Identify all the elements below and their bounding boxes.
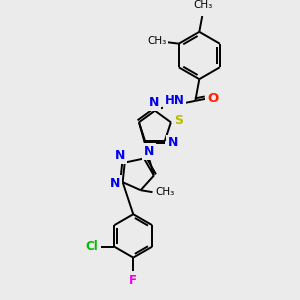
Text: Cl: Cl <box>85 240 98 253</box>
Text: N: N <box>115 149 125 162</box>
Text: N: N <box>149 96 159 109</box>
Text: CH₃: CH₃ <box>194 0 213 10</box>
Text: HN: HN <box>165 94 184 107</box>
Text: O: O <box>208 92 219 105</box>
Text: N: N <box>144 145 154 158</box>
Text: F: F <box>129 274 137 287</box>
Text: N: N <box>110 177 120 190</box>
Text: CH₃: CH₃ <box>156 187 175 197</box>
Text: S: S <box>174 114 183 127</box>
Text: CH₃: CH₃ <box>148 36 167 46</box>
Text: N: N <box>167 136 178 149</box>
